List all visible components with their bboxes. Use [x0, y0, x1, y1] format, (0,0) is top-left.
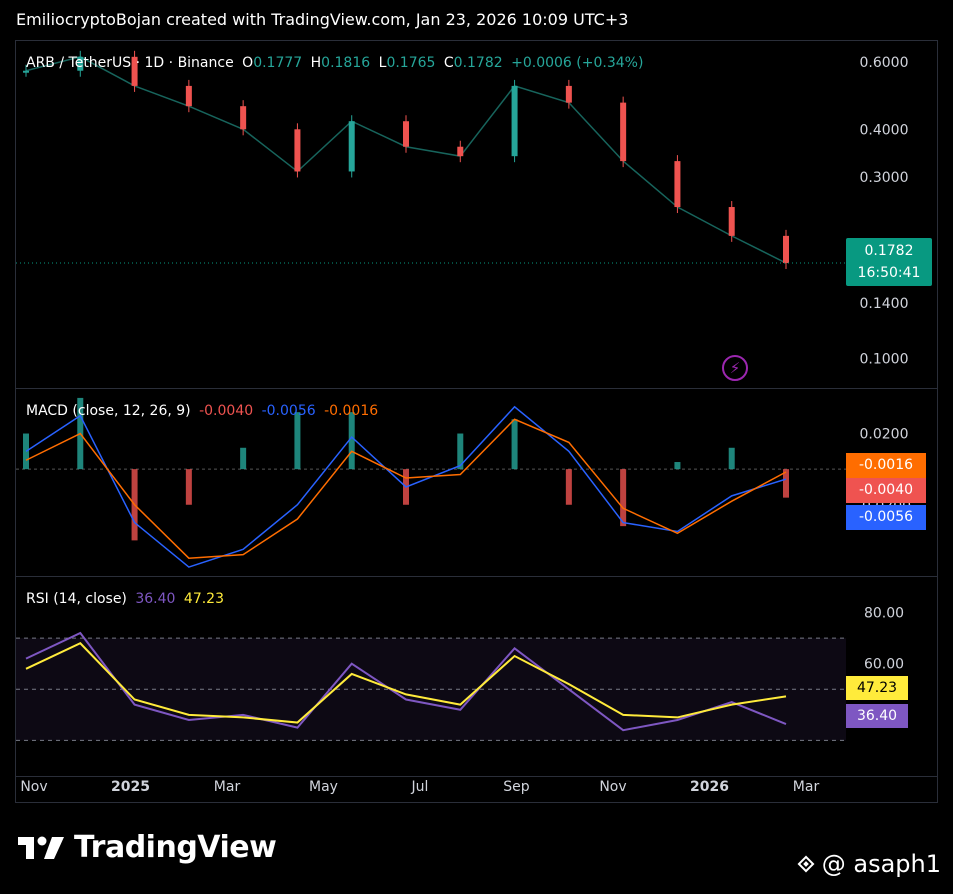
low-label: L	[378, 55, 387, 71]
macd-histogram-bar	[348, 412, 355, 470]
rsi-ma-badge: 47.23	[846, 676, 908, 700]
candle-body	[240, 106, 247, 130]
macd-line	[25, 405, 787, 568]
candle-body	[674, 161, 681, 208]
brand-name: TradingView	[74, 830, 277, 865]
bar-countdown: 16:50:41	[857, 265, 921, 281]
macd-histogram-bar	[511, 419, 518, 470]
change-value: +0.0006 (+0.34%)	[511, 55, 644, 71]
open-label: O	[242, 55, 254, 71]
time-tick-label: Nov	[599, 779, 626, 795]
rsi-value: 36.40	[135, 591, 176, 607]
macd-hist-value: -0.0040	[199, 403, 254, 419]
macd-histogram-bar	[240, 447, 247, 470]
tradingview-logo: TradingView	[18, 830, 277, 865]
macd-histogram-bar	[620, 469, 627, 527]
rsi-badge: 36.40	[846, 704, 908, 728]
macd-hist-badge: -0.0040	[846, 478, 926, 503]
rsi-name[interactable]: RSI (14, close)	[26, 591, 127, 607]
last-price-badge: 0.1782 16:50:41	[846, 238, 932, 286]
close-value: 0.1782	[453, 55, 503, 71]
macd-signal-badge: -0.0016	[846, 453, 926, 478]
macd-histogram-bar	[185, 469, 192, 505]
time-tick-label: Mar	[793, 779, 820, 795]
macd-signal-value: -0.0016	[324, 403, 379, 419]
open-value: 0.1777	[253, 55, 303, 71]
chart-frame[interactable]: 0.60000.40000.30000.20000.14000.10000.02…	[15, 40, 938, 803]
candle-body	[185, 85, 192, 107]
time-tick-label: May	[309, 779, 338, 795]
candle-body	[511, 85, 518, 157]
low-value: 0.1765	[386, 55, 436, 71]
macd-histogram-bar	[565, 469, 572, 505]
candle-body	[77, 56, 84, 71]
time-tick-label: Jul	[411, 779, 429, 795]
price-tick-label: 0.3000	[860, 170, 909, 186]
rsi-tick-label: 80.00	[864, 606, 904, 622]
candle-body	[457, 146, 464, 157]
candle-body	[620, 102, 627, 162]
macd-histogram-bar	[457, 433, 464, 470]
price-tick-label: 0.6000	[860, 55, 909, 71]
macd-histogram-bar	[783, 469, 789, 498]
binance-diamond-icon	[797, 855, 815, 873]
macd-tick-label: 0.0200	[860, 427, 909, 443]
macd-name[interactable]: MACD (close, 12, 26, 9)	[26, 403, 191, 419]
macd-line-badge: -0.0056	[846, 505, 926, 530]
lightning-icon[interactable]: ⚡	[722, 355, 748, 381]
last-price-value: 0.1782	[864, 243, 914, 259]
main-legend: ARB / TetherUS · 1D · Binance O0.1777 H0…	[26, 55, 647, 71]
macd-legend: MACD (close, 12, 26, 9) -0.0040 -0.0056 …	[26, 403, 382, 419]
time-tick-label: Mar	[214, 779, 241, 795]
price-tick-label: 0.1000	[860, 352, 909, 368]
time-tick-label: 2026	[690, 779, 729, 795]
tradingview-mark-icon	[18, 836, 64, 859]
rsi-ma-value: 47.23	[183, 591, 224, 607]
high-label: H	[310, 55, 322, 71]
close-label: C	[443, 55, 454, 71]
candle-body	[565, 85, 572, 103]
author-handle: @ asaph1	[821, 850, 941, 878]
candle-body	[783, 235, 789, 264]
candle-body	[131, 56, 138, 86]
rsi-tick-label: 60.00	[864, 657, 904, 673]
macd-line-value: -0.0056	[261, 403, 316, 419]
high-value: 0.1816	[321, 55, 371, 71]
rsi-line	[25, 631, 787, 732]
macd-histogram-bar	[674, 462, 681, 470]
symbol-label[interactable]: ARB / TetherUS · 1D · Binance	[26, 55, 234, 71]
macd-histogram-bar	[728, 447, 735, 470]
candle-body	[348, 121, 355, 172]
rsi-ma-line	[25, 642, 787, 724]
time-tick-label: Nov	[20, 779, 47, 795]
macd-signal-line	[25, 418, 787, 559]
macd-histogram-bar	[294, 412, 301, 470]
candle-body	[23, 70, 29, 73]
time-tick-label: 2025	[111, 779, 150, 795]
time-tick-label: Sep	[503, 779, 530, 795]
price-tick-label: 0.4000	[860, 122, 909, 138]
price-close-line	[25, 56, 787, 264]
candle-body	[294, 129, 301, 172]
candle-body	[728, 207, 735, 236]
chart-canvas[interactable]: 0.60000.40000.30000.20000.14000.10000.02…	[16, 41, 937, 802]
chart-header: EmiliocryptoBojan created with TradingVi…	[16, 10, 629, 29]
author-watermark: @ asaph1	[794, 850, 941, 878]
rsi-legend: RSI (14, close) 36.40 47.23	[26, 591, 228, 607]
candle-body	[403, 121, 409, 147]
price-tick-label: 0.1400	[860, 296, 909, 312]
